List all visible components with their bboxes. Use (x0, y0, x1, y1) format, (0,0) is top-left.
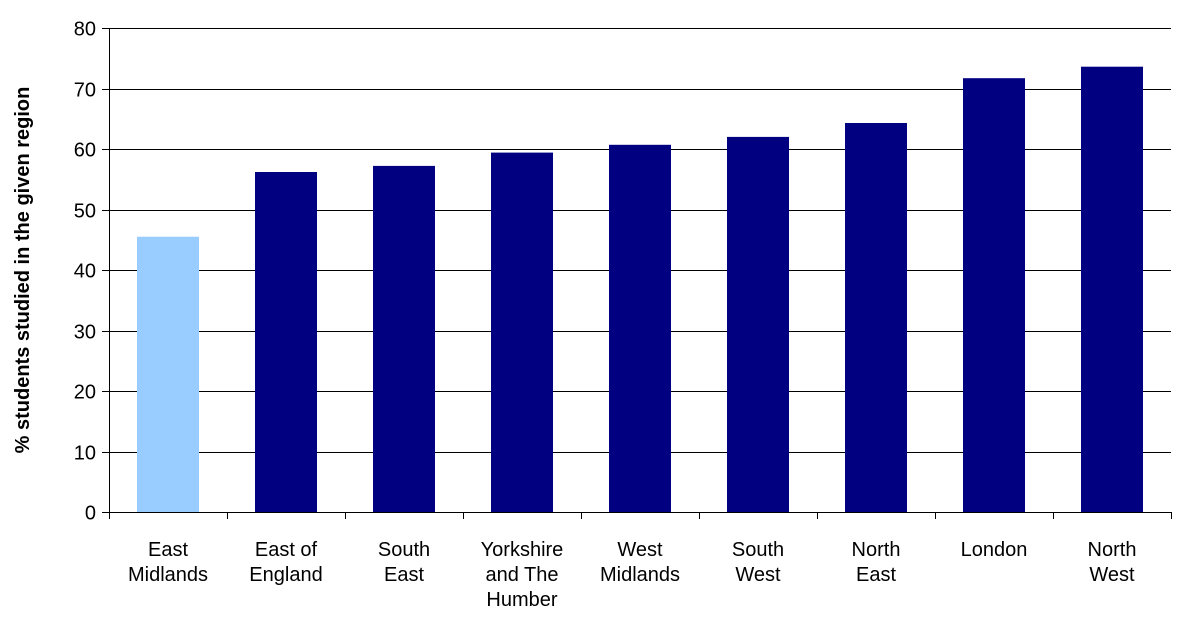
x-tick-label-line: England (249, 564, 322, 586)
bar (137, 236, 199, 512)
x-tick-label-line: East of (255, 539, 318, 561)
bar (963, 78, 1025, 512)
x-tick-label: East of England (249, 539, 322, 586)
y-tick-label: 0 (85, 503, 96, 525)
y-tick-label: 70 (74, 80, 96, 102)
x-tick-label-line: East (856, 564, 896, 586)
x-tick-label-line: Midlands (128, 564, 208, 586)
bar (373, 165, 435, 512)
x-tick-label-line: London (961, 539, 1028, 561)
x-tick-label-line: South (378, 539, 430, 561)
y-tick-label: 20 (74, 382, 96, 404)
bar (255, 172, 317, 512)
bar (491, 152, 553, 512)
y-tick-label: 80 (74, 19, 96, 41)
x-tick-label: North East (852, 539, 901, 586)
x-tick-label: London (961, 539, 1028, 561)
x-tick-label-line: Yorkshire (481, 539, 564, 561)
y-tick-label: 40 (74, 261, 96, 283)
y-tick-labels: 0 10 20 30 40 50 60 70 80 (74, 19, 96, 525)
x-tick-label-line: North (1088, 539, 1137, 561)
x-tick-label: West Midlands (600, 539, 680, 586)
y-tick-label: 50 (74, 201, 96, 223)
x-tick-label-line: Humber (486, 589, 557, 611)
y-tick-label: 30 (74, 322, 96, 344)
x-tick-label: East Midlands (128, 539, 208, 586)
x-tick-label: South East (378, 539, 430, 586)
x-tick-label: South West (732, 539, 784, 586)
bar (727, 136, 789, 512)
x-tick-label-line: and The (485, 564, 558, 586)
bar (609, 144, 671, 513)
x-tick-labels: East Midlands East of England South East Yorks… (128, 539, 1136, 611)
x-tick-label-line: Midlands (600, 564, 680, 586)
x-tick-label-line: West (735, 564, 781, 586)
x-tick-label-line: East (148, 539, 188, 561)
bar (1081, 66, 1143, 512)
bar (845, 123, 907, 512)
x-tick-label: North West (1088, 539, 1137, 586)
axes (102, 28, 1172, 519)
x-tick-label: Yorkshire and The Humber (481, 539, 564, 611)
y-tick-label: 60 (74, 140, 96, 162)
y-axis-title: % students studied in the given region (12, 87, 34, 454)
x-tick-label-line: South (732, 539, 784, 561)
x-tick-label-line: West (617, 539, 663, 561)
x-tick-label-line: North (852, 539, 901, 561)
x-tick-label-line: West (1089, 564, 1135, 586)
y-tick-label: 10 (74, 443, 96, 465)
bars (137, 66, 1143, 513)
x-tick-label-line: East (384, 564, 424, 586)
